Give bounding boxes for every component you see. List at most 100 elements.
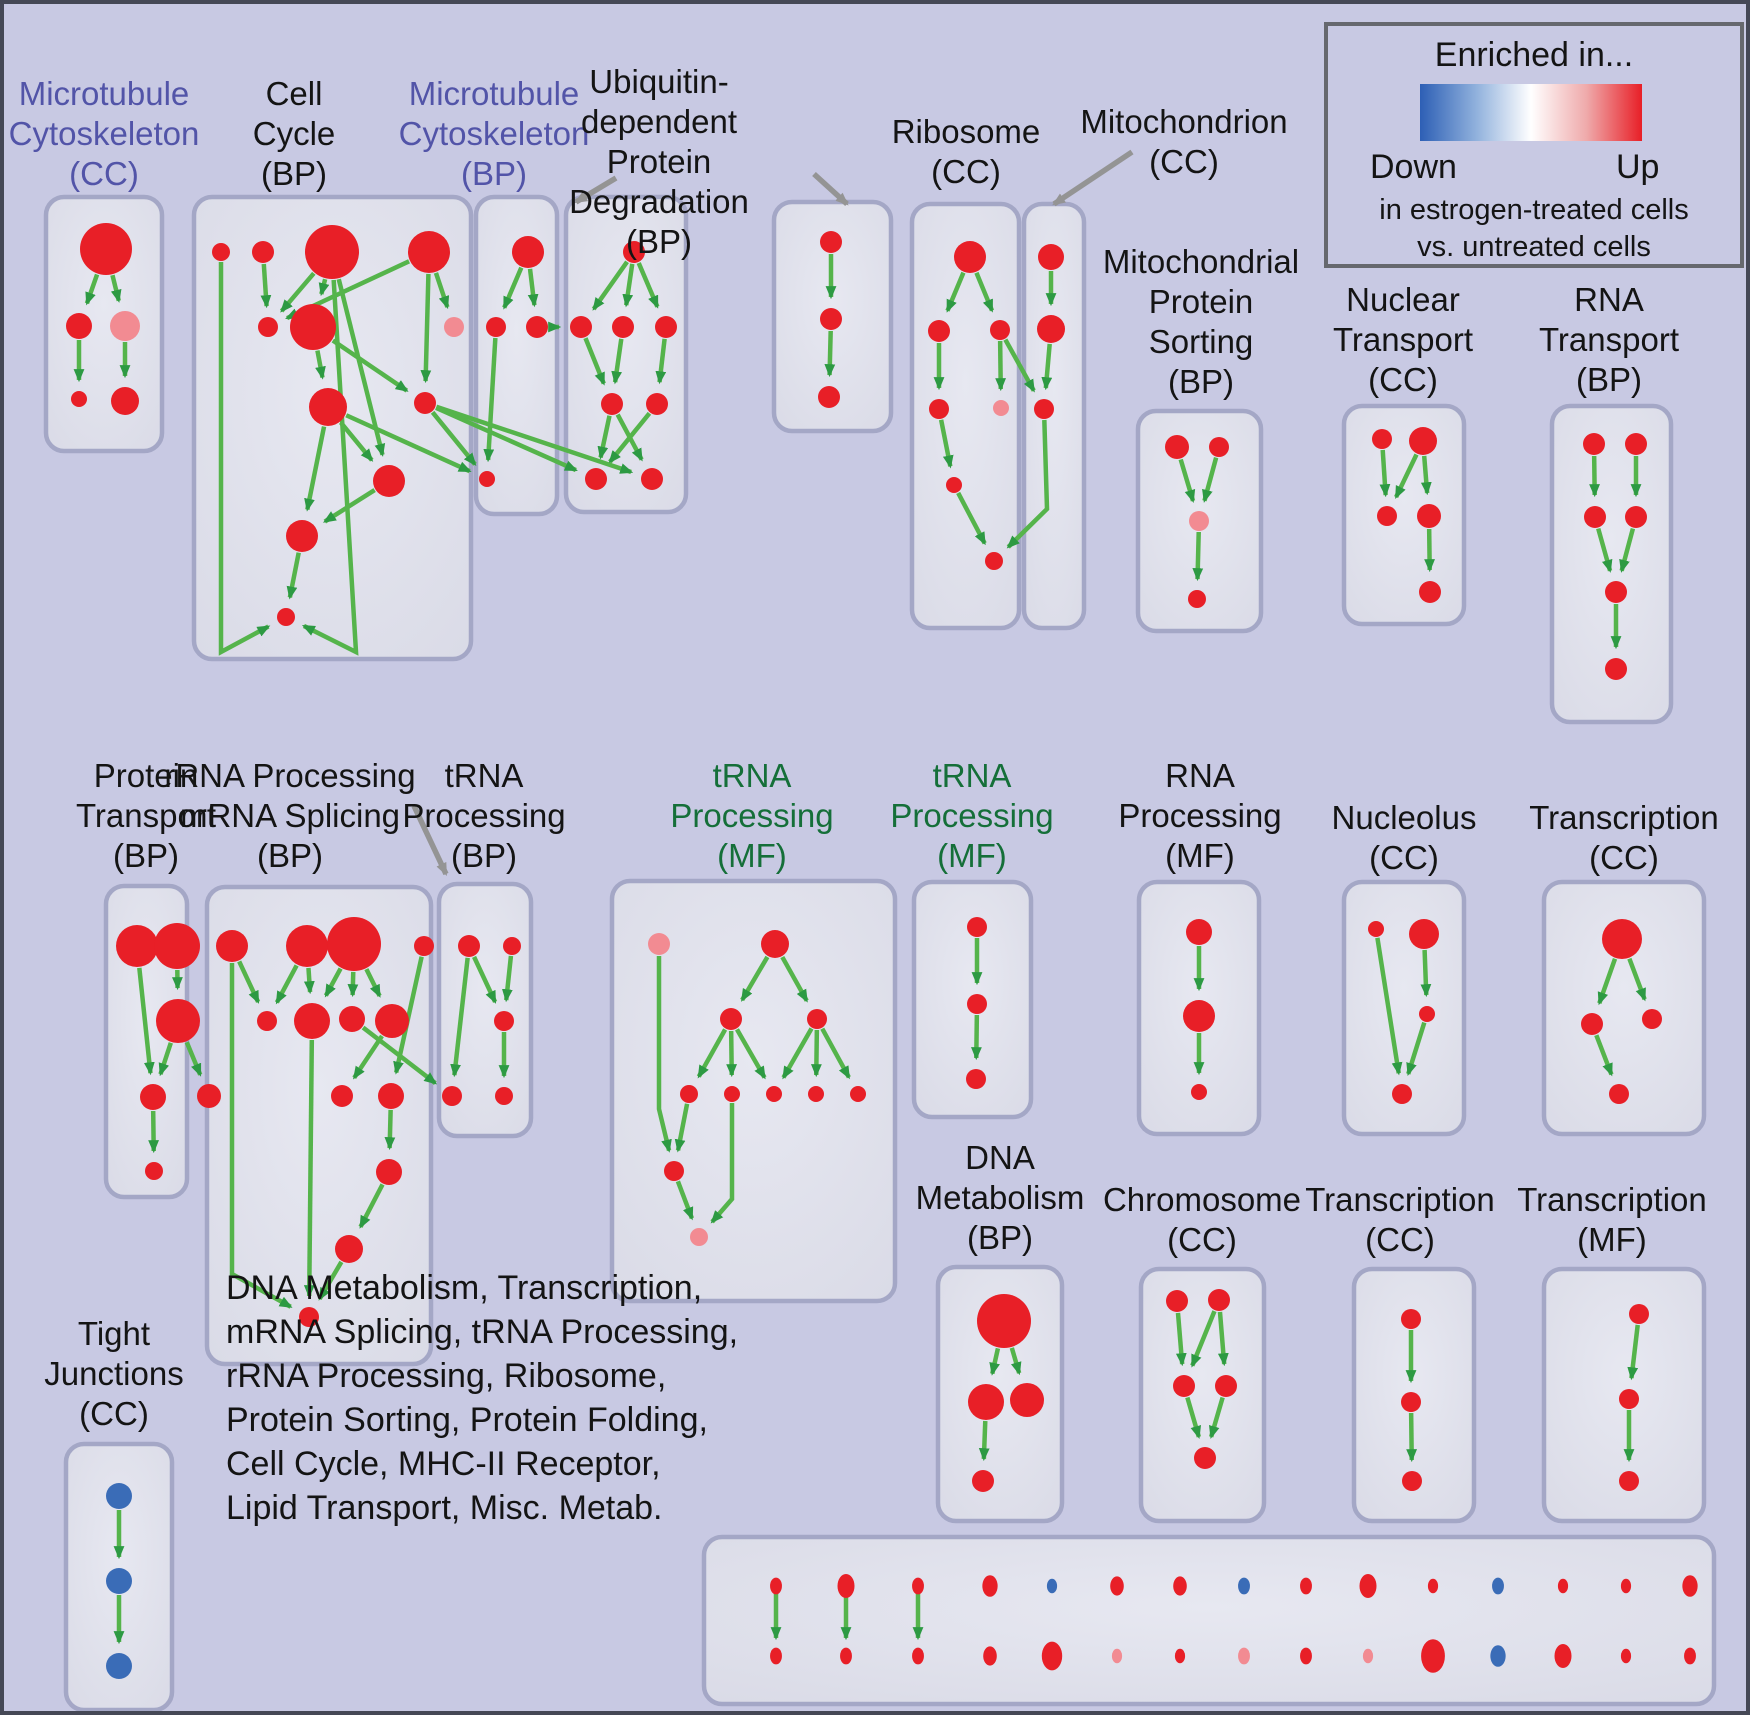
- edge-t3-r7: [1006, 419, 1050, 549]
- edge-g2-g3: [740, 955, 770, 1002]
- edge-d1-d2: [989, 1347, 1001, 1376]
- node-b13: [1557, 1578, 1569, 1594]
- node-r2: [928, 320, 950, 342]
- edge-q2-q7: [303, 967, 315, 995]
- node-b25: [1362, 1648, 1374, 1664]
- edge-n1-n3: [1379, 449, 1391, 498]
- node-t3: [1034, 399, 1054, 419]
- node-b8: [1238, 1577, 1250, 1595]
- node-b3: [912, 1577, 924, 1595]
- node-c3: [305, 225, 359, 279]
- edge-m1-m3: [527, 268, 539, 308]
- node-r1: [954, 241, 986, 273]
- edge-c1-c12: [218, 262, 271, 656]
- node-r3: [990, 320, 1010, 340]
- edge-c8-c10: [338, 421, 374, 462]
- node-w2: [503, 937, 521, 955]
- node-u8: [641, 468, 663, 490]
- node-b1: [770, 1577, 782, 1595]
- node-q6: [257, 1011, 277, 1031]
- node-d1: [977, 1294, 1031, 1348]
- node-k2: [1208, 1289, 1230, 1311]
- edge-q7-q14: [303, 1039, 315, 1299]
- node-x4: [1625, 506, 1647, 528]
- node-u4: [655, 316, 677, 338]
- node-g11: [690, 1228, 708, 1246]
- node-u1: [623, 241, 645, 263]
- node-q8: [339, 1006, 365, 1032]
- node-m2: [486, 317, 506, 337]
- edge-k2-k4: [1217, 1311, 1229, 1367]
- edge-s3-s4: [1192, 531, 1204, 582]
- note-line: Cell Cycle, MHC-II Receptor,: [226, 1445, 661, 1483]
- node-c2: [252, 241, 274, 263]
- legend-subtitle-1: in estrogen-treated cells: [1379, 194, 1689, 226]
- edge-r3-t3: [1003, 338, 1036, 393]
- node-t2: [1037, 315, 1065, 343]
- node-p3: [156, 999, 200, 1043]
- edge-g3-g6: [726, 1030, 738, 1078]
- edge-d1-d3: [1009, 1347, 1022, 1376]
- edge-k3-k5: [1185, 1396, 1202, 1439]
- node-w5: [495, 1087, 513, 1105]
- edge-p3-q5: [184, 1041, 203, 1077]
- node-b12: [1492, 1577, 1504, 1595]
- node-b15: [1682, 1575, 1698, 1597]
- node-h1: [967, 917, 987, 937]
- node-t1: [1038, 244, 1064, 270]
- node-c11: [286, 520, 318, 552]
- node-s1: [1165, 435, 1189, 459]
- node-b17: [840, 1647, 852, 1665]
- edge-q9-q10: [352, 1034, 384, 1080]
- node-q1: [216, 930, 248, 962]
- node-n1: [1372, 429, 1392, 449]
- edge-u6-u7: [608, 411, 652, 464]
- node-h3: [966, 1069, 986, 1089]
- edge-u3-u5: [611, 338, 624, 385]
- node-f3: [1419, 1006, 1435, 1022]
- note-line: rRNA Processing, Ribosome,: [226, 1357, 667, 1395]
- edge-m1-m2: [502, 266, 524, 310]
- node-c9: [414, 392, 436, 414]
- node-y1: [1602, 919, 1642, 959]
- node-v2: [820, 308, 842, 330]
- node-g4: [807, 1009, 827, 1029]
- node-b18: [912, 1647, 924, 1665]
- node-q9: [375, 1004, 409, 1038]
- edge-q3-q8: [347, 971, 359, 998]
- note-text: DNA Metabolism, Transcription, mRNA Splic…: [226, 1266, 738, 1530]
- node-b26: [1421, 1639, 1445, 1673]
- node-y3: [1642, 1009, 1662, 1029]
- node-y2: [1581, 1013, 1603, 1035]
- node-s4: [1188, 590, 1206, 608]
- edge-c8-m4: [345, 413, 472, 474]
- legend-up-label: Up: [1616, 148, 1660, 186]
- node-x2: [1625, 433, 1647, 455]
- ubiquitin-left-arrow: [574, 175, 618, 205]
- node-b19: [983, 1646, 997, 1666]
- node-b28: [1554, 1644, 1572, 1668]
- edge-x3-x5: [1596, 527, 1613, 573]
- node-q11: [378, 1083, 404, 1109]
- edge-m2-m4: [483, 337, 498, 463]
- edge-y2-y4: [1594, 1034, 1614, 1077]
- cluster-box-cc: [191, 194, 474, 662]
- node-a4: [71, 391, 87, 407]
- cluster-box-ub1: [563, 194, 689, 515]
- node-z3: [1402, 1471, 1422, 1491]
- node-a5: [111, 387, 139, 415]
- node-n3: [1377, 506, 1397, 526]
- node-j2: [106, 1568, 132, 1594]
- edge-c4-c9: [420, 273, 432, 384]
- edge-q11-q12: [384, 1109, 396, 1151]
- trna-bp-arrow: [411, 804, 449, 876]
- edge-n2-n4: [1420, 455, 1432, 496]
- node-w3: [494, 1011, 514, 1031]
- node-o2: [1619, 1389, 1639, 1409]
- node-k1: [1166, 1290, 1188, 1312]
- edge-z2-z3: [1406, 1412, 1418, 1463]
- node-c8: [309, 388, 347, 426]
- note-line: Lipid Transport, Misc. Metab.: [226, 1489, 663, 1527]
- edge-n4-n5: [1424, 528, 1435, 573]
- node-b21: [1111, 1648, 1123, 1664]
